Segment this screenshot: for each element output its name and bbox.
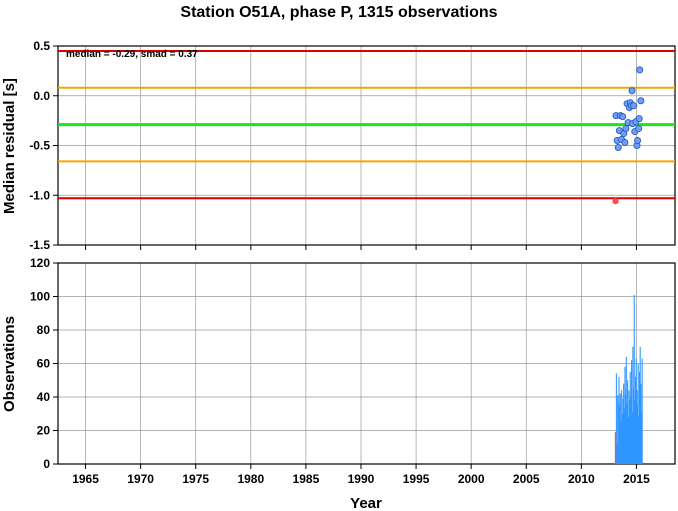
residual-point	[628, 87, 636, 95]
residual-point	[636, 66, 644, 74]
x-tick-label: 2000	[458, 472, 485, 486]
residual-point	[622, 125, 630, 133]
bottom-y-tick-label: 80	[37, 323, 51, 337]
residual-point	[635, 125, 643, 133]
residual-point	[621, 139, 629, 147]
bottom-y-tick-label: 120	[30, 256, 50, 270]
x-tick-label: 2010	[568, 472, 595, 486]
x-tick-label: 1990	[348, 472, 375, 486]
stats-annotation: median = -0.29, smad = 0.37	[66, 49, 198, 60]
top-y-tick-label: -1.5	[29, 238, 50, 252]
top-y-axis-label: Median residual [s]	[1, 78, 18, 214]
bottom-y-tick-label: 40	[37, 390, 51, 404]
outlier-residual-point	[612, 198, 619, 205]
top-y-tick-label: 0.0	[33, 89, 50, 103]
x-tick-label: 1985	[293, 472, 320, 486]
x-tick-label: 1970	[127, 472, 154, 486]
residual-point	[619, 113, 627, 121]
x-tick-label: 2005	[513, 472, 540, 486]
x-tick-label: 2015	[623, 472, 650, 486]
x-tick-label: 1975	[182, 472, 209, 486]
top-y-tick-label: 0.5	[33, 39, 50, 53]
top-y-tick-label: -1.0	[29, 188, 50, 202]
top-y-tick-label: -0.5	[29, 139, 50, 153]
bottom-y-tick-label: 20	[37, 424, 51, 438]
residual-point	[614, 143, 622, 151]
chart-title: Station O51A, phase P, 1315 observations	[180, 4, 497, 21]
bottom-y-tick-label: 60	[37, 357, 51, 371]
bottom-y-axis-label: Observations	[1, 316, 18, 412]
bottom-y-tick-label: 0	[43, 457, 50, 471]
bottom-y-tick-label: 100	[30, 290, 50, 304]
x-axis-label: Year	[350, 495, 382, 511]
residual-point	[635, 115, 643, 123]
x-tick-label: 1995	[403, 472, 430, 486]
x-tick-label: 1980	[237, 472, 264, 486]
residual-point	[637, 97, 645, 105]
residual-point	[630, 102, 638, 110]
x-tick-label: 1965	[72, 472, 99, 486]
residual-point	[634, 137, 642, 145]
